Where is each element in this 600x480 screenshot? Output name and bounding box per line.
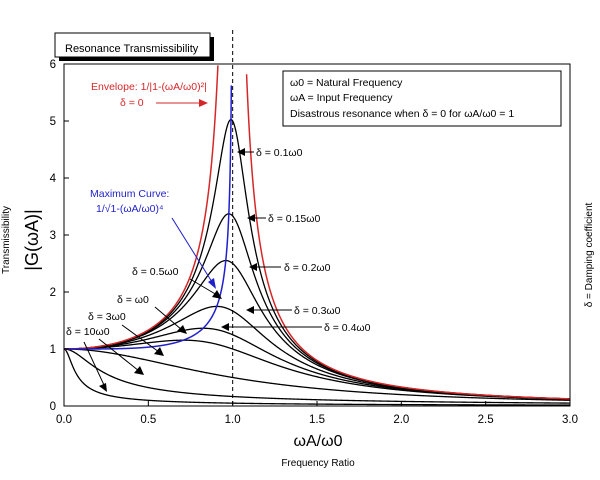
arrow-delta-0-5	[189, 278, 218, 296]
x-tick-label: 1.0	[225, 414, 241, 426]
y-tick-label: 2	[50, 287, 56, 299]
arrowhead-delta-3	[154, 347, 164, 356]
damping-annotations: δ = 0.1ω0 δ = 0.15ω0 δ = 0.2ω0 δ = 0.3ω0…	[66, 147, 371, 392]
arrow-delta-10-b	[83, 341, 105, 386]
arrowhead-delta-0-15	[247, 214, 255, 222]
envelope-delta-label: δ = 0	[120, 97, 144, 109]
arrow-delta-10-a	[98, 338, 140, 372]
label-delta-1: δ = ω0	[117, 294, 149, 306]
x-tick-label: 3.0	[562, 414, 578, 426]
envelope-arrowhead	[199, 99, 208, 107]
label-delta-0-4: δ = 0.4ω0	[324, 322, 371, 334]
label-delta-0-5: δ = 0.5ω0	[132, 266, 179, 278]
maximum-curve-arrowhead	[208, 278, 216, 289]
arrowhead-delta-0-4	[221, 323, 229, 331]
title-box: Resonance Transmissibility	[54, 32, 214, 61]
info-line-disastrous-resonance: Disastrous resonance when δ = 0 for ωA/ω…	[290, 108, 514, 120]
damped-curve	[64, 118, 571, 400]
arrowhead-delta-0-3	[246, 306, 254, 314]
arrowhead-delta-1	[177, 325, 187, 334]
x-axis-sublabel: Frequency Ratio	[281, 458, 355, 469]
info-line-natural-frequency: ω0 = Natural Frequency	[290, 77, 403, 89]
y-tick-label: 0	[50, 401, 56, 413]
maximum-curve	[64, 85, 233, 350]
curves-layer	[63, 65, 571, 406]
label-delta-0-1: δ = 0.1ω0	[256, 147, 303, 159]
chart-title: Resonance Transmissibility	[65, 43, 199, 55]
info-box: ω0 = Natural Frequency ωA = Input Freque…	[282, 70, 562, 127]
arrowhead-delta-10-b	[99, 383, 107, 392]
damped-curve	[64, 348, 571, 401]
arrowhead-delta-0-1	[237, 148, 245, 156]
y-axis-sublabel: Transmissibility	[1, 206, 12, 274]
label-delta-0-15: δ = 0.15ω0	[268, 213, 320, 225]
maximum-curve-arrow	[171, 217, 213, 283]
y-tick-label: 5	[50, 116, 56, 128]
envelope-annotation: Envelope: 1/|1-(ωA/ω0)²| δ = 0	[91, 81, 208, 109]
arrowhead-delta-10-a	[134, 366, 144, 375]
x-axis-label: ωA/ω0	[294, 433, 343, 450]
info-line-input-frequency: ωA = Input Frequency	[290, 92, 393, 104]
y-tick-label: 4	[50, 173, 57, 185]
label-delta-0-2: δ = 0.2ω0	[284, 262, 331, 274]
damping-coefficient-label: δ = Damping coefficient	[584, 202, 595, 307]
x-tick-label: 2.5	[478, 414, 494, 426]
label-delta-3: δ = 3ω0	[88, 311, 126, 323]
x-tick-label: 1.5	[309, 414, 325, 426]
arrowhead-delta-0-2	[249, 263, 257, 271]
envelope-curve	[64, 65, 571, 400]
ticks-layer: 0.0 0.5 1.0 1.5 2.0 2.5 3.0 0 1 2 3 4 5 6	[50, 59, 578, 426]
arrow-delta-3	[121, 324, 160, 353]
damped-curve	[64, 259, 571, 400]
maximum-curve-label: Maximum Curve:	[90, 188, 169, 200]
x-tick-label: 0.5	[140, 414, 156, 426]
x-tick-label: 2.0	[393, 414, 409, 426]
damped-curve	[64, 339, 571, 400]
arrowhead-delta-0-5	[212, 290, 222, 299]
maximum-curve-annotation: Maximum Curve: 1/√1-(ωA/ω0)⁴	[90, 188, 216, 289]
label-delta-10: δ = 10ω0	[66, 326, 110, 338]
x-tick-label: 0.0	[56, 414, 72, 426]
y-tick-label: 3	[50, 230, 56, 242]
y-tick-label: 1	[50, 344, 56, 356]
y-axis-label: |G(ωA)|	[22, 209, 42, 270]
arrow-delta-1	[154, 306, 183, 331]
maximum-curve-formula: 1/√1-(ωA/ω0)⁴	[96, 203, 164, 215]
y-tick-label: 6	[50, 59, 56, 71]
label-delta-0-3: δ = 0.3ω0	[294, 305, 341, 317]
envelope-label: Envelope: 1/|1-(ωA/ω0)²|	[91, 81, 207, 93]
